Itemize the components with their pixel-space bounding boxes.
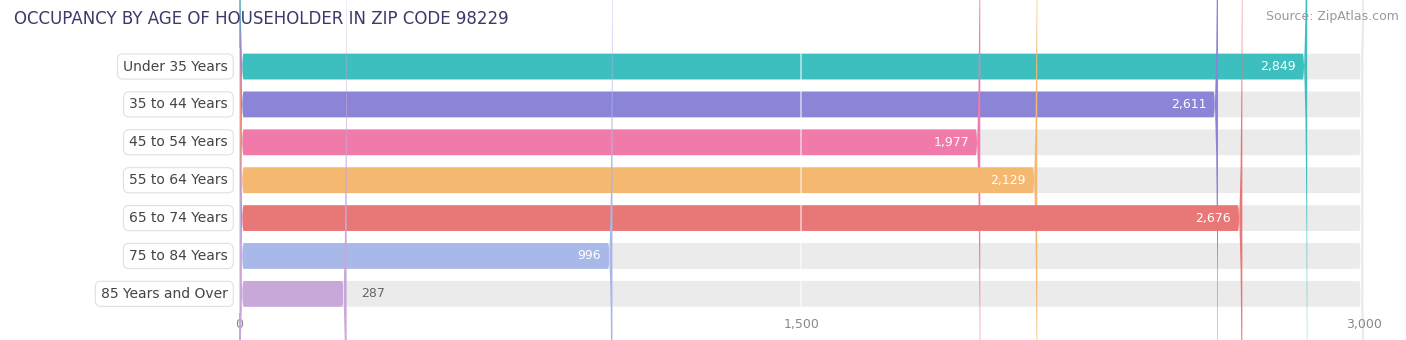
Text: 85 Years and Over: 85 Years and Over [101,287,228,301]
FancyBboxPatch shape [239,0,1364,340]
Text: 2,129: 2,129 [990,174,1026,187]
Text: 996: 996 [578,250,602,262]
Text: Under 35 Years: Under 35 Years [122,59,228,73]
Text: 2,611: 2,611 [1171,98,1206,111]
FancyBboxPatch shape [239,0,1364,340]
FancyBboxPatch shape [239,0,613,340]
Text: Source: ZipAtlas.com: Source: ZipAtlas.com [1265,10,1399,23]
FancyBboxPatch shape [239,0,347,340]
FancyBboxPatch shape [239,0,980,340]
FancyBboxPatch shape [239,0,1038,340]
FancyBboxPatch shape [239,0,1364,340]
Text: 75 to 84 Years: 75 to 84 Years [129,249,228,263]
FancyBboxPatch shape [239,0,1364,340]
FancyBboxPatch shape [239,0,1308,340]
Text: 287: 287 [361,287,385,300]
Text: 1,977: 1,977 [934,136,969,149]
Text: 35 to 44 Years: 35 to 44 Years [129,98,228,112]
Text: 2,849: 2,849 [1260,60,1296,73]
FancyBboxPatch shape [239,0,1364,340]
FancyBboxPatch shape [239,0,1364,340]
Text: 45 to 54 Years: 45 to 54 Years [129,135,228,149]
Text: 55 to 64 Years: 55 to 64 Years [129,173,228,187]
Text: 65 to 74 Years: 65 to 74 Years [129,211,228,225]
FancyBboxPatch shape [239,0,1218,340]
Text: OCCUPANCY BY AGE OF HOUSEHOLDER IN ZIP CODE 98229: OCCUPANCY BY AGE OF HOUSEHOLDER IN ZIP C… [14,10,509,28]
Text: 2,676: 2,676 [1195,211,1232,225]
FancyBboxPatch shape [239,0,1364,340]
FancyBboxPatch shape [239,0,1243,340]
